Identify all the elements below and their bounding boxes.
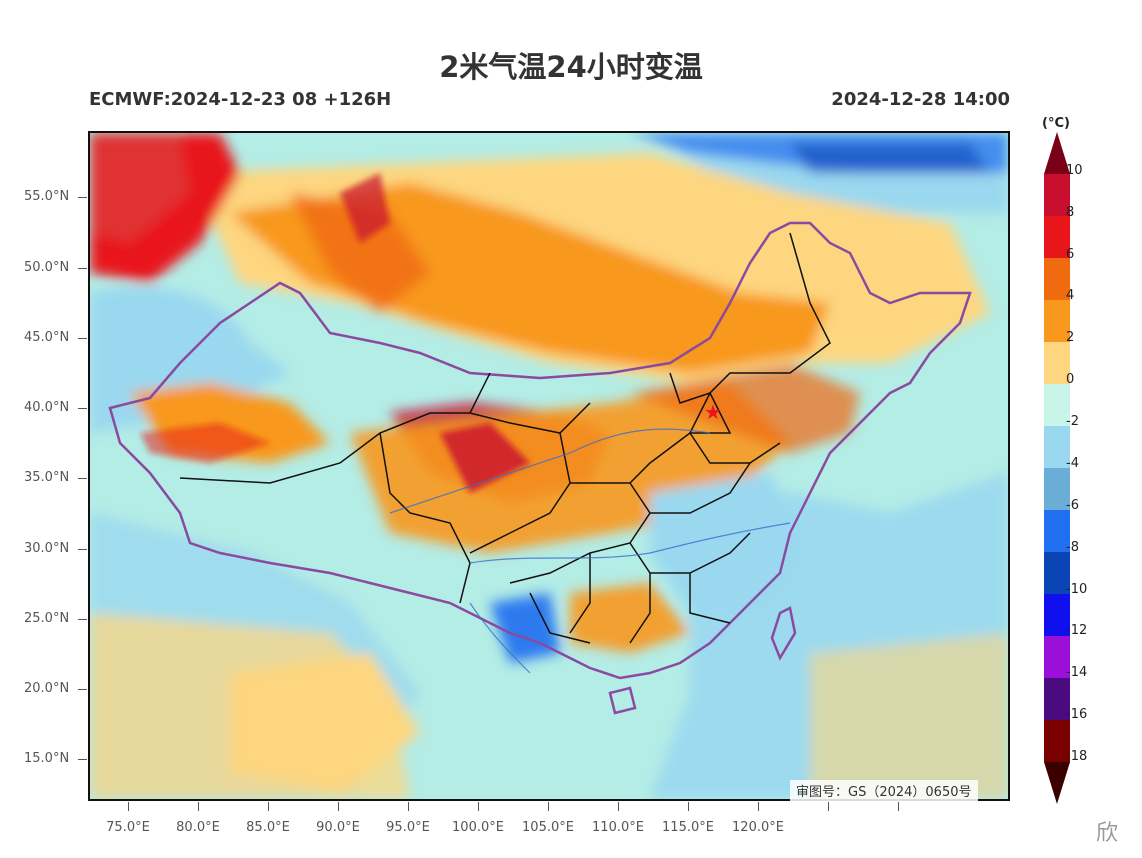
lat-tick — [78, 759, 87, 760]
colorbar-label: -8 — [1066, 540, 1079, 555]
lon-tick — [758, 802, 759, 811]
lon-label: 75.0°E — [106, 820, 150, 835]
lon-label: 110.0°E — [592, 820, 644, 835]
colorbar-label: -12 — [1066, 623, 1088, 638]
lon-label: 120.0°E — [732, 820, 784, 835]
colorbar-segment — [1044, 300, 1070, 343]
lon-tick — [898, 802, 899, 811]
lon-tick — [268, 802, 269, 811]
lat-label: 40.0°N — [24, 400, 70, 415]
colorbar-label: 8 — [1066, 205, 1075, 220]
colorbar-label: -18 — [1066, 749, 1088, 764]
colorbar-label: 2 — [1066, 330, 1075, 345]
colorbar — [1044, 132, 1070, 804]
lat-tick — [78, 338, 87, 339]
lat-tick — [78, 197, 87, 198]
model-run-label: ECMWF:2024-12-23 08 +126H — [89, 89, 392, 110]
lat-label: 20.0°N — [24, 681, 70, 696]
lon-tick — [198, 802, 199, 811]
colorbar-label: 10 — [1066, 163, 1083, 178]
colorbar-label: -4 — [1066, 456, 1079, 471]
lon-tick — [408, 802, 409, 811]
colorbar-segment — [1044, 510, 1070, 553]
colorbar-label: -14 — [1066, 665, 1088, 680]
map-svg: ★ — [90, 133, 1008, 799]
colorbar-segment — [1044, 720, 1070, 763]
temperature-field — [90, 133, 1008, 799]
valid-time-label: 2024-12-28 14:00 — [831, 89, 1010, 110]
lat-tick — [78, 408, 87, 409]
lon-tick — [128, 802, 129, 811]
lon-label: 80.0°E — [176, 820, 220, 835]
lat-label: 15.0°N — [24, 751, 70, 766]
china-border — [108, 221, 972, 680]
colorbar-segment — [1044, 678, 1070, 721]
lat-label: 45.0°N — [24, 330, 70, 345]
colorbar-label: -16 — [1066, 707, 1088, 722]
lon-label: 115.0°E — [662, 820, 714, 835]
colorbar-label: -10 — [1066, 582, 1088, 597]
watermark: 欣 — [1096, 821, 1119, 846]
lat-tick — [78, 689, 87, 690]
colorbar-label: 6 — [1066, 247, 1075, 262]
colorbar-label: 4 — [1066, 288, 1075, 303]
lon-tick — [548, 802, 549, 811]
lon-label: 85.0°E — [246, 820, 290, 835]
lon-tick — [478, 802, 479, 811]
colorbar-segment — [1044, 552, 1070, 595]
star-icon: ★ — [704, 400, 722, 424]
lat-label: 55.0°N — [24, 189, 70, 204]
lon-label: 100.0°E — [452, 820, 504, 835]
lat-tick — [78, 478, 87, 479]
lat-label: 50.0°N — [24, 260, 70, 275]
colorbar-segment — [1044, 468, 1070, 511]
colorbar-label: -6 — [1066, 498, 1079, 513]
colorbar-segment — [1044, 174, 1070, 217]
colorbar-segment — [1044, 342, 1070, 385]
lat-label: 35.0°N — [24, 470, 70, 485]
colorbar-segment — [1044, 384, 1070, 427]
colorbar-segment — [1044, 594, 1070, 637]
lat-tick — [78, 619, 87, 620]
lon-tick — [828, 802, 829, 811]
lon-tick — [688, 802, 689, 811]
lat-label: 30.0°N — [24, 541, 70, 556]
lon-label: 90.0°E — [316, 820, 360, 835]
colorbar-segment — [1044, 426, 1070, 469]
province-boundaries — [179, 232, 831, 644]
lon-label: 105.0°E — [522, 820, 574, 835]
colorbar-segment — [1044, 258, 1070, 301]
lat-label: 25.0°N — [24, 611, 70, 626]
colorbar-segment — [1044, 636, 1070, 679]
lat-tick — [78, 549, 87, 550]
colorbar-segment — [1044, 216, 1070, 259]
map-review-number: 审图号：GS（2024）0650号 — [790, 780, 978, 801]
colorbar-label: 0 — [1066, 372, 1075, 387]
lon-tick — [338, 802, 339, 811]
colorbar-label: -2 — [1066, 414, 1079, 429]
temperature-change-map: ★ — [88, 131, 1010, 801]
lon-label: 95.0°E — [386, 820, 430, 835]
lat-tick — [78, 268, 87, 269]
colorbar-bottom-arrow — [1044, 762, 1070, 804]
colorbar-top-arrow — [1044, 132, 1070, 174]
map-title: 2米气温24小时变温 — [439, 50, 703, 84]
colorbar-unit: (°C) — [1042, 116, 1070, 131]
lon-tick — [618, 802, 619, 811]
